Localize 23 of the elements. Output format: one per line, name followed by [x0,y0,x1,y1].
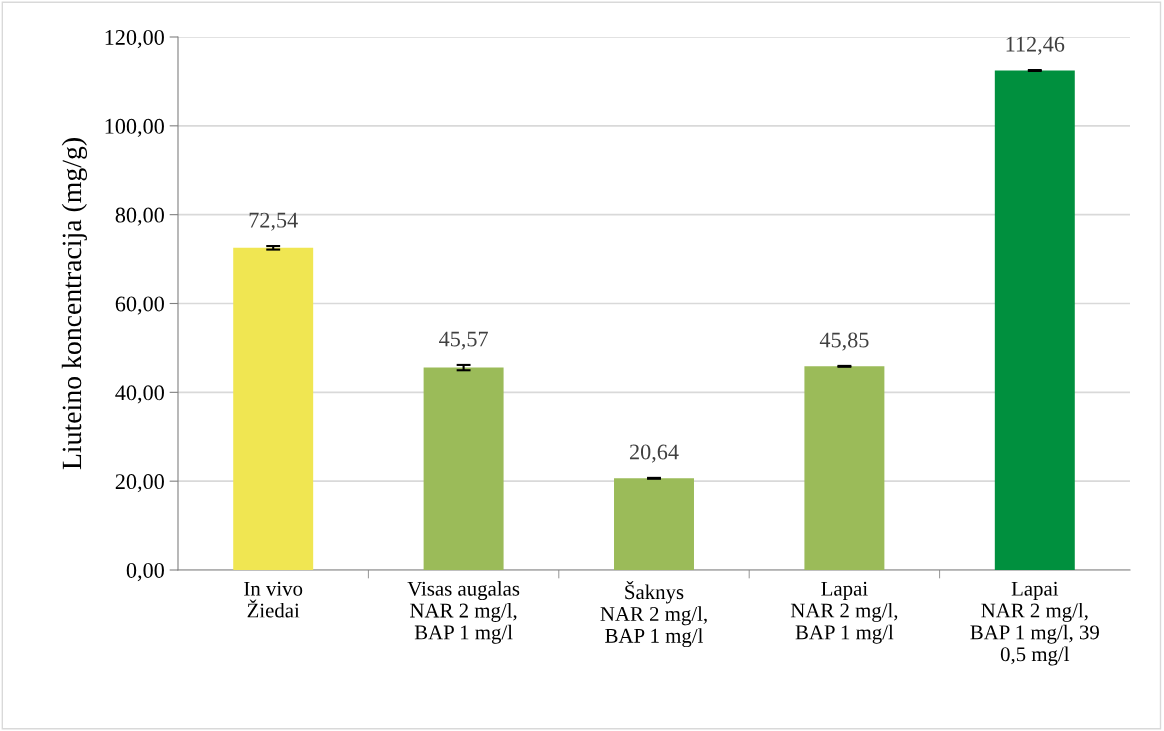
data-label: 20,64 [629,444,679,463]
data-label: 45,57 [439,331,488,350]
bar [804,366,885,570]
y-tick-label: 100,00 [105,118,164,137]
data-label: 45,85 [819,332,869,351]
x-tick-label: Lapai NAR 2 mg/l, BAP 1 mg/l, 39 0,5 mg/l [970,581,1099,666]
y-tick-label: 80,00 [115,207,164,226]
y-tick-label: 0,00 [126,562,164,582]
bar [233,247,314,570]
x-tick-label: Šaknys NAR 2 mg/l, BAP 1 mg/l [600,581,707,648]
y-tick-label: 120,00 [105,29,164,49]
y-tick-label: 40,00 [115,385,164,404]
data-label: 72,54 [249,212,298,231]
x-tick-label: Visas augalas NAR 2 mg/l, BAP 1 mg/l [407,581,520,644]
bar [994,70,1075,570]
x-tick-label: Lapai NAR 2 mg/l, BAP 1 mg/l [790,581,898,644]
x-tick-label: In vivo Žiedai [244,581,303,618]
bar [614,478,694,570]
y-tick-label: 20,00 [115,474,164,493]
data-label: 112,46 [1006,36,1065,55]
y-axis-title: Liuteino koncentracija (mg/g) [61,138,88,470]
y-tick-label: 60,00 [115,296,164,315]
bar [423,367,504,570]
